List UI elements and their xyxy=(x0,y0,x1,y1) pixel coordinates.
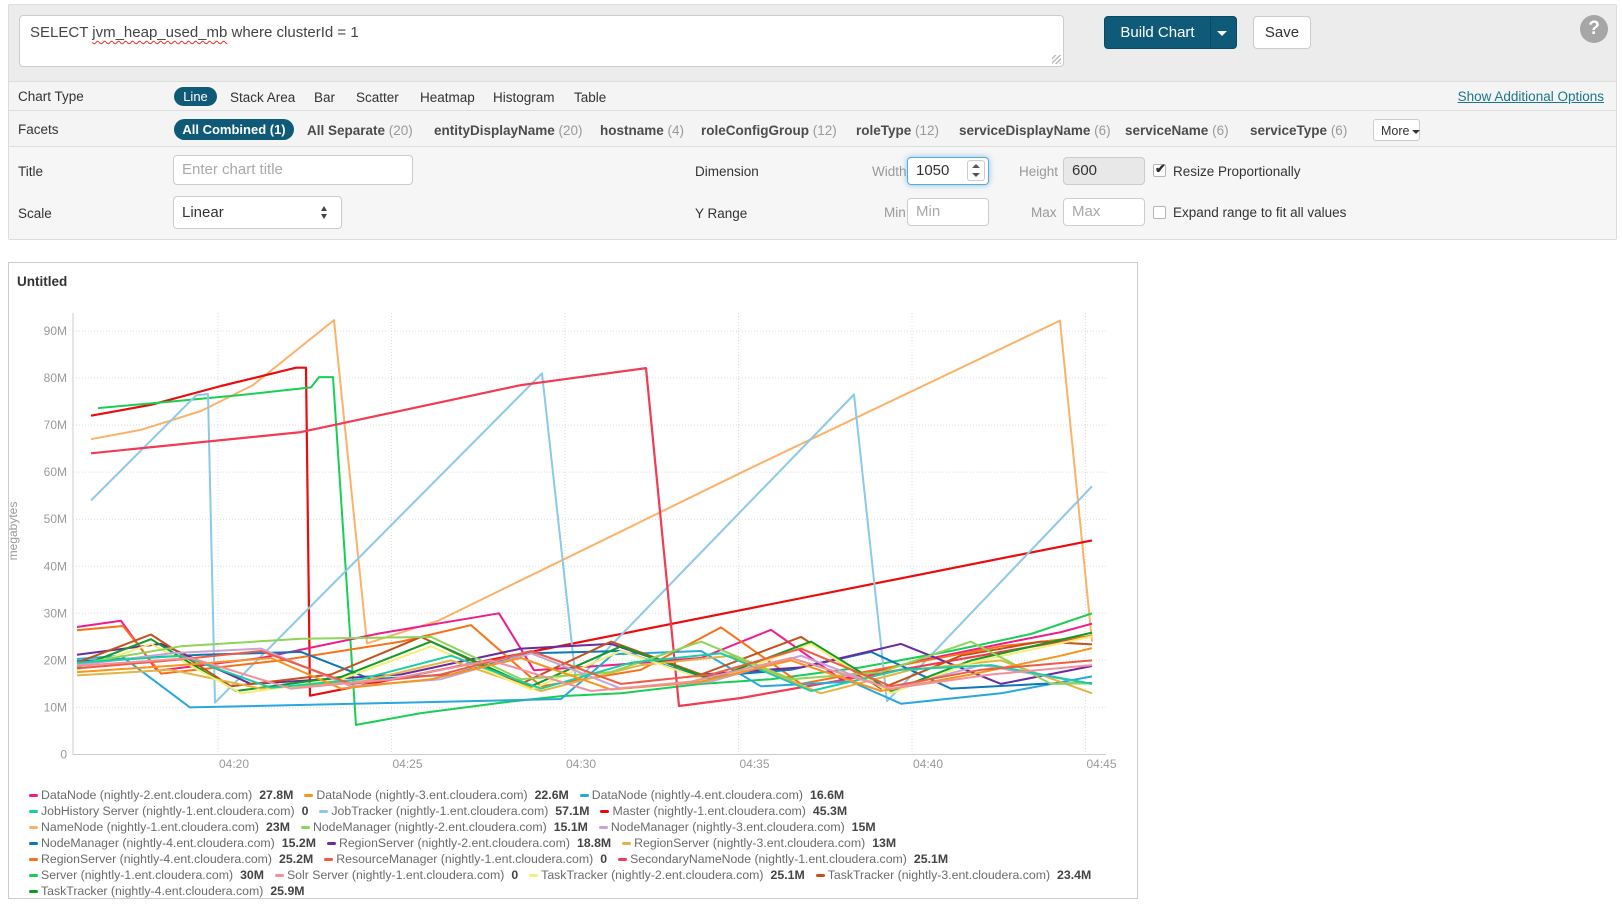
svg-text:40M: 40M xyxy=(44,559,67,573)
svg-text:80M: 80M xyxy=(44,371,67,385)
svg-text:70M: 70M xyxy=(44,418,67,432)
svg-text:04:20: 04:20 xyxy=(219,757,249,771)
svg-text:04:25: 04:25 xyxy=(392,757,422,771)
svg-text:megabytes: megabytes xyxy=(9,502,20,561)
svg-text:04:30: 04:30 xyxy=(566,757,596,771)
svg-text:20M: 20M xyxy=(44,653,67,667)
svg-text:0: 0 xyxy=(60,748,67,762)
svg-text:50M: 50M xyxy=(44,512,67,526)
svg-text:04:35: 04:35 xyxy=(739,757,769,771)
svg-text:30M: 30M xyxy=(44,606,67,620)
svg-text:10M: 10M xyxy=(44,700,67,714)
svg-text:04:45: 04:45 xyxy=(1086,757,1116,771)
svg-text:60M: 60M xyxy=(44,465,67,479)
svg-text:90M: 90M xyxy=(44,324,67,338)
svg-text:04:40: 04:40 xyxy=(913,757,943,771)
